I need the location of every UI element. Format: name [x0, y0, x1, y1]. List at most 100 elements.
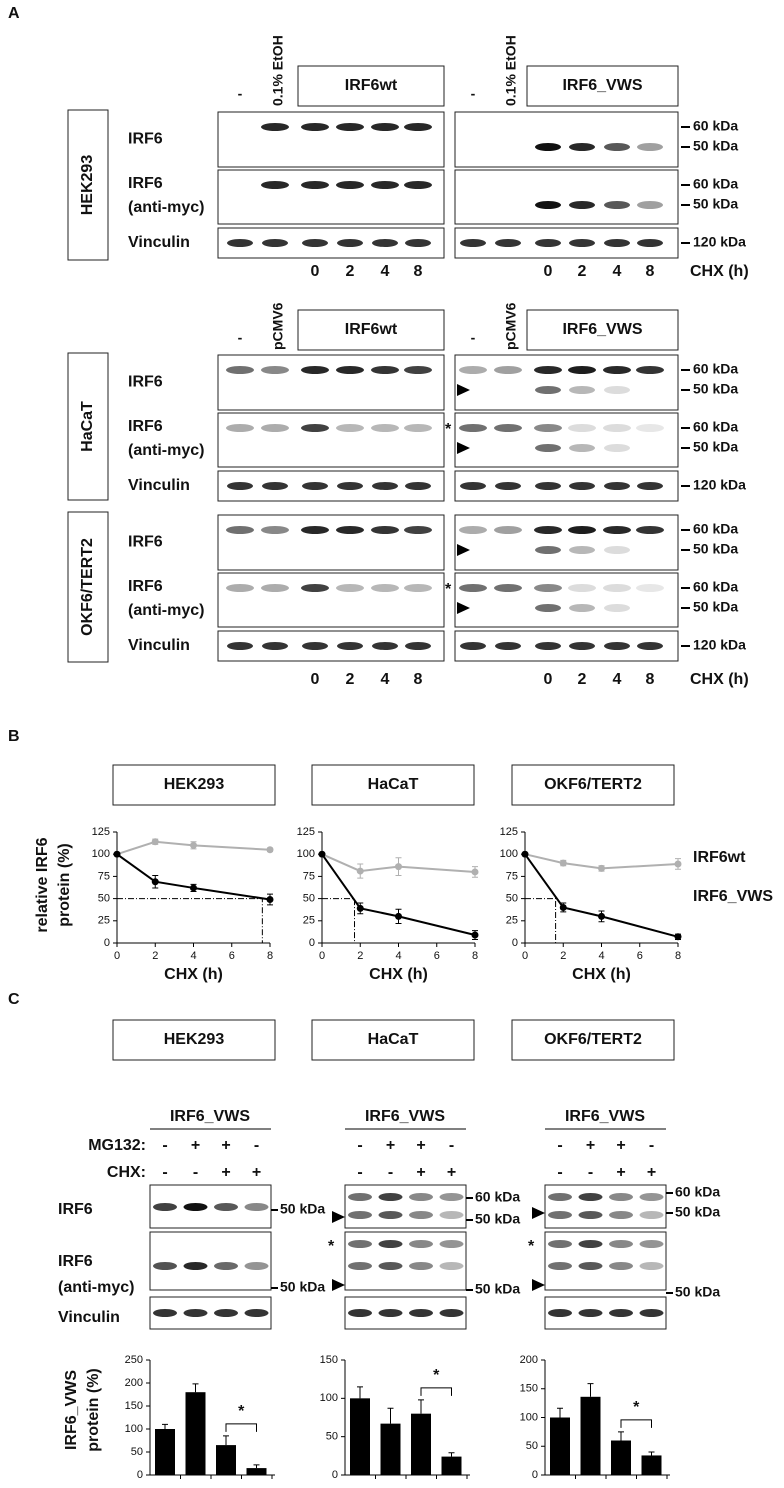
bar: [185, 1392, 206, 1475]
row-label: IRF6: [58, 1253, 93, 1270]
band: [261, 424, 289, 432]
marker-label: 60 kDa: [475, 1189, 520, 1205]
band: [569, 201, 595, 209]
band: [535, 239, 561, 247]
panel-label: A: [8, 5, 20, 22]
band: [569, 386, 595, 394]
bar: [441, 1456, 462, 1475]
marker-label: 60 kDa: [693, 361, 738, 377]
band: [405, 642, 431, 650]
blot: [454, 169, 679, 225]
band: [336, 584, 364, 592]
condition-sign: -: [557, 1164, 562, 1181]
data-point: [113, 850, 121, 858]
data-point: [559, 859, 567, 867]
blot: [544, 1296, 667, 1330]
blot: [149, 1184, 272, 1229]
blot: [454, 111, 679, 168]
blot: [344, 1184, 467, 1229]
significance-bracket: [420, 1387, 452, 1396]
band: [459, 366, 487, 374]
y-tick-label: 75: [506, 870, 518, 882]
band: [153, 1262, 177, 1270]
band: [348, 1309, 372, 1317]
y-tick-label: 50: [131, 1446, 143, 1458]
data-point: [318, 850, 326, 858]
band: [261, 584, 289, 592]
y-tick-label: 150: [520, 1383, 538, 1395]
data-point: [674, 933, 682, 941]
band: [639, 1240, 664, 1248]
error-bar: [648, 1451, 655, 1456]
marker-label: 60 kDa: [693, 118, 738, 134]
band: [568, 526, 596, 534]
chx-time: 2: [346, 671, 355, 688]
marker-label: 50 kDa: [693, 138, 738, 154]
chx-time: 2: [346, 263, 355, 280]
band: [636, 366, 664, 374]
blot: [149, 1231, 272, 1291]
band: [378, 1262, 403, 1270]
data-point: [521, 850, 529, 858]
band: [604, 201, 630, 209]
condition-sign: -: [162, 1164, 167, 1181]
band: [494, 366, 522, 374]
band: [637, 201, 663, 209]
condition-sign: +: [221, 1137, 230, 1154]
y-tick-label: 250: [125, 1354, 143, 1366]
error-bar: [587, 1383, 594, 1397]
series-line: [116, 840, 271, 856]
marker-label: 120 kDa: [693, 637, 746, 653]
bar: [155, 1429, 175, 1475]
y-tick-label: 100: [320, 1392, 338, 1404]
condition-sign: -: [357, 1137, 362, 1154]
marker-label: 60 kDa: [693, 521, 738, 537]
band: [226, 366, 254, 374]
series-line: [116, 853, 271, 901]
condition-sign: +: [386, 1137, 395, 1154]
data-point: [151, 838, 159, 846]
band: [636, 526, 664, 534]
row-sublabel: (anti-myc): [128, 442, 204, 459]
band: [494, 584, 522, 592]
y-tick-label: 50: [506, 893, 518, 905]
band: [534, 584, 562, 592]
construct-label: IRF6_VWS: [562, 77, 642, 94]
band: [578, 1262, 603, 1270]
marker-label: 50 kDa: [475, 1281, 520, 1297]
bar: [611, 1440, 631, 1475]
band: [609, 1193, 633, 1201]
band: [637, 239, 663, 247]
bar: [411, 1413, 431, 1475]
series-line: [524, 853, 679, 870]
y-tick-label: 0: [332, 1469, 338, 1481]
band: [534, 366, 562, 374]
band: [604, 444, 630, 452]
x-tick-label: 4: [190, 950, 196, 962]
band: [604, 604, 630, 612]
band: [535, 386, 561, 394]
band: [226, 584, 254, 592]
marker-label: 60 kDa: [693, 419, 738, 435]
error-bar: [192, 1383, 199, 1393]
title-box: [311, 764, 475, 806]
row-label: Vinculin: [58, 1309, 120, 1326]
band: [439, 1193, 464, 1201]
blot: [217, 630, 445, 662]
condition-sign: +: [647, 1164, 656, 1181]
blot: [454, 514, 679, 571]
band: [568, 424, 596, 432]
chx-time: 0: [544, 671, 553, 688]
condition-sign: -: [557, 1137, 562, 1154]
marker-label: 50 kDa: [693, 196, 738, 212]
band: [214, 1203, 238, 1211]
y-tick-label: 50: [98, 893, 110, 905]
y-tick-label: 25: [98, 915, 110, 927]
band: [378, 1193, 403, 1201]
band: [244, 1203, 269, 1211]
data-point: [190, 884, 197, 892]
band: [535, 444, 561, 452]
band: [604, 239, 630, 247]
error-bar: [387, 1407, 394, 1424]
reference-line: [322, 898, 356, 943]
